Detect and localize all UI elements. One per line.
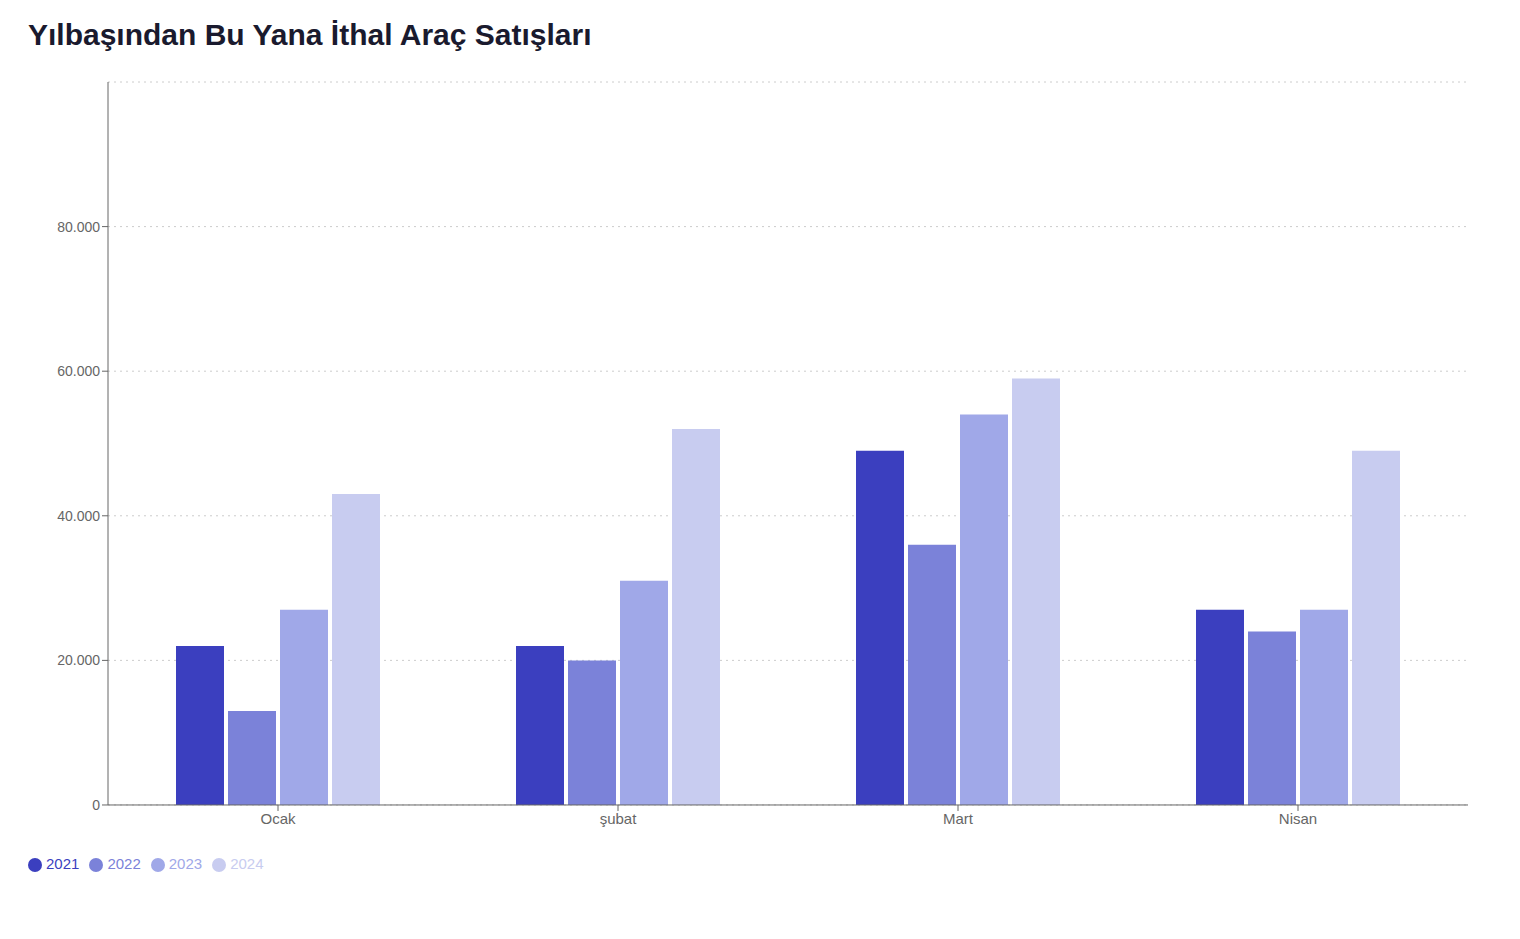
html-text:2021: 2021 — [46, 855, 80, 872]
html-text:Yılbaşından Bu Yana İthal Araç: Yılbaşından Bu Yana İthal Araç Satışları — [28, 18, 592, 51]
svg-text:20.000: 20.000 — [57, 652, 100, 668]
svg-text:40.000: 40.000 — [57, 508, 100, 524]
svg-text:0: 0 — [92, 797, 100, 813]
svg-text:80.000: 80.000 — [57, 219, 100, 235]
svg-text:60.000: 60.000 — [57, 363, 100, 379]
html-text:2023: 2023 — [168, 855, 203, 872]
svg-text:Ocak: Ocak — [260, 810, 296, 827]
html-text:2024: 2024 — [230, 855, 264, 872]
svg-text:Nisan: Nisan — [1279, 810, 1317, 827]
html-text:2022: 2022 — [107, 855, 141, 872]
svg-text:şubat: şubat — [600, 810, 638, 827]
svg-text:Mart: Mart — [943, 810, 974, 827]
